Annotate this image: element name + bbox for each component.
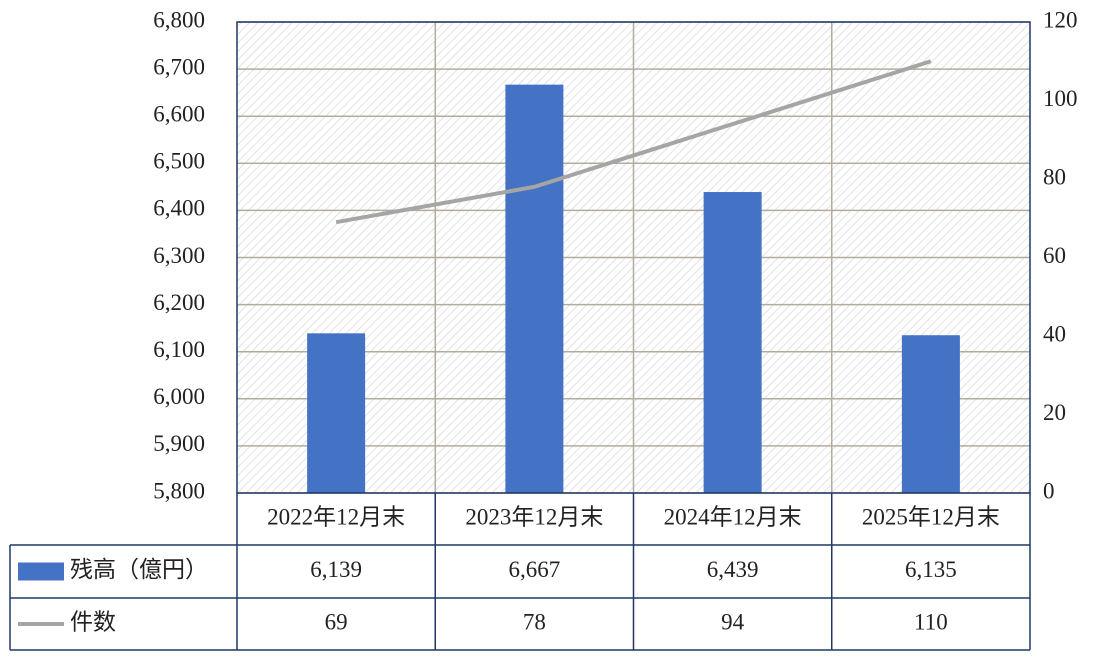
y2-tick-label: 40 xyxy=(1043,321,1066,346)
y-tick-label: 6,400 xyxy=(153,196,205,221)
y-tick-label: 6,300 xyxy=(153,243,205,268)
y-tick-label: 6,600 xyxy=(153,101,205,126)
y-tick-label: 5,800 xyxy=(153,478,205,503)
y2-tick-label: 80 xyxy=(1043,164,1066,189)
line xyxy=(335,59,932,225)
legend-swatch xyxy=(18,562,64,581)
table-value: 6,135 xyxy=(905,557,957,582)
bar xyxy=(505,84,564,493)
category-label: 2023年12月末 xyxy=(465,504,603,529)
legend-label: 件数 xyxy=(70,609,116,634)
y-tick-label: 6,500 xyxy=(153,149,205,174)
category-label: 2024年12月末 xyxy=(664,504,802,529)
y-tick-label: 6,800 xyxy=(153,7,205,32)
category-label: 2022年12月末 xyxy=(267,504,405,529)
y2-tick-label: 120 xyxy=(1043,7,1078,32)
table-value: 78 xyxy=(523,609,546,634)
y2-tick-label: 100 xyxy=(1043,86,1078,111)
bar xyxy=(703,192,762,493)
legend-label: 残高（億円） xyxy=(70,557,208,582)
y-tick-label: 5,900 xyxy=(153,431,205,456)
table-value: 6,139 xyxy=(310,557,362,582)
category-label: 2025年12月末 xyxy=(862,504,1000,529)
bar xyxy=(307,333,366,493)
table-value: 6,667 xyxy=(509,557,561,582)
y-tick-label: 6,000 xyxy=(153,384,205,409)
table-value: 6,439 xyxy=(707,557,759,582)
y2-tick-label: 0 xyxy=(1043,478,1055,503)
bar xyxy=(901,335,960,493)
y2-tick-label: 20 xyxy=(1043,400,1066,425)
y-tick-label: 6,200 xyxy=(153,290,205,315)
table-value: 110 xyxy=(914,609,948,634)
table-value: 94 xyxy=(721,609,745,634)
y-tick-label: 6,100 xyxy=(153,337,205,362)
table-value: 69 xyxy=(325,609,348,634)
y2-tick-label: 60 xyxy=(1043,243,1066,268)
y-tick-label: 6,700 xyxy=(153,54,205,79)
